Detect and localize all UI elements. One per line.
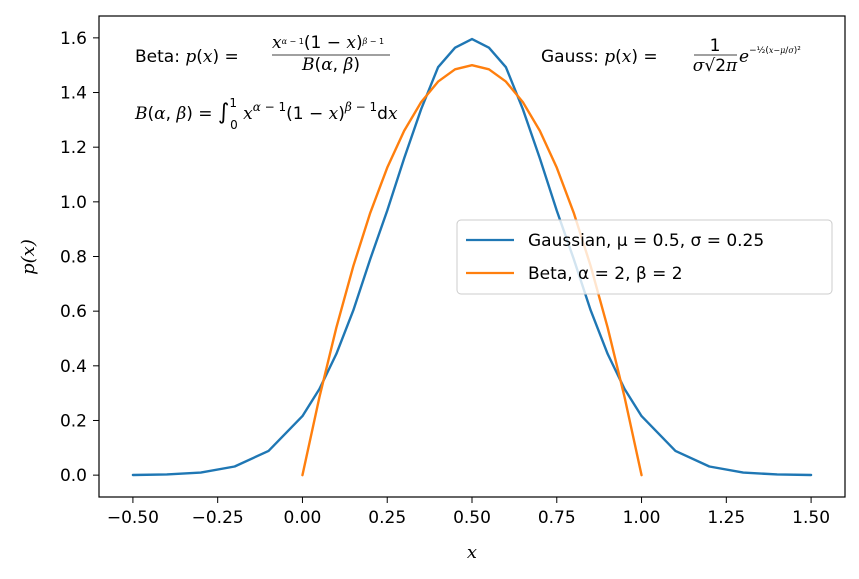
x-tick-label: 1.25 [707,508,745,528]
gauss-formula-numerator: 1 [710,36,721,56]
x-tick-label: 0.00 [284,508,322,528]
x-tick-label: 0.75 [538,508,576,528]
legend: Gaussian, μ = 0.5, σ = 0.25 Beta, α = 2,… [456,219,833,295]
y-tick-label: 1.0 [60,193,87,213]
x-axis-label: x [467,542,477,563]
y-tick-label: 0.2 [60,411,87,431]
y-tick-label: 1.2 [60,138,87,158]
gauss-formula-exponential: e−½(x−μ/σ)² [739,46,801,67]
legend-label-beta: Beta, α = 2, β = 2 [528,264,683,284]
y-tick-label: 0.6 [60,302,87,322]
x-tick-label: −0.25 [192,508,244,528]
x-axis-ticks: −0.50 −0.25 0.00 0.25 0.50 0.75 1.00 1.25 1.50 [107,497,830,528]
gaussian-curve [131,37,813,477]
y-tick-label: 0.0 [60,466,87,486]
gauss-formula-denominator: σ√2π [693,56,738,76]
plot-frame [98,15,846,498]
legend-box [456,219,833,295]
beta-formula-prefix: Beta: p(x) = [135,47,239,67]
gauss-formula-annotation: Gauss: p(x) = 1 σ√2π e−½(x−μ/σ)² [541,36,801,76]
y-tick-label: 0.4 [60,357,87,377]
gauss-formula-prefix: Gauss: p(x) = [541,47,658,67]
x-tick-label: 0.50 [453,508,491,528]
y-tick-label: 1.6 [60,29,87,49]
y-axis-label: p(x) [18,239,39,275]
x-tick-label: 0.25 [368,508,406,528]
x-tick-label: −0.50 [107,508,159,528]
y-axis-ticks: 0.0 0.2 0.4 0.6 0.8 1.0 1.2 1.4 1.6 [60,29,99,486]
y-tick-label: 1.4 [60,84,87,104]
beta-formula-numerator: xα − 1(1 − x)β − 1 [272,33,384,53]
legend-label-gaussian: Gaussian, μ = 0.5, σ = 0.25 [528,231,764,251]
beta-formula-denominator: B(α, β) [301,55,360,75]
x-tick-label: 1.00 [623,508,661,528]
beta-formula-annotation: Beta: p(x) = xα − 1(1 − x)β − 1 B(α, β) [135,33,390,75]
y-tick-label: 0.8 [60,248,87,268]
x-tick-label: 1.50 [792,508,830,528]
